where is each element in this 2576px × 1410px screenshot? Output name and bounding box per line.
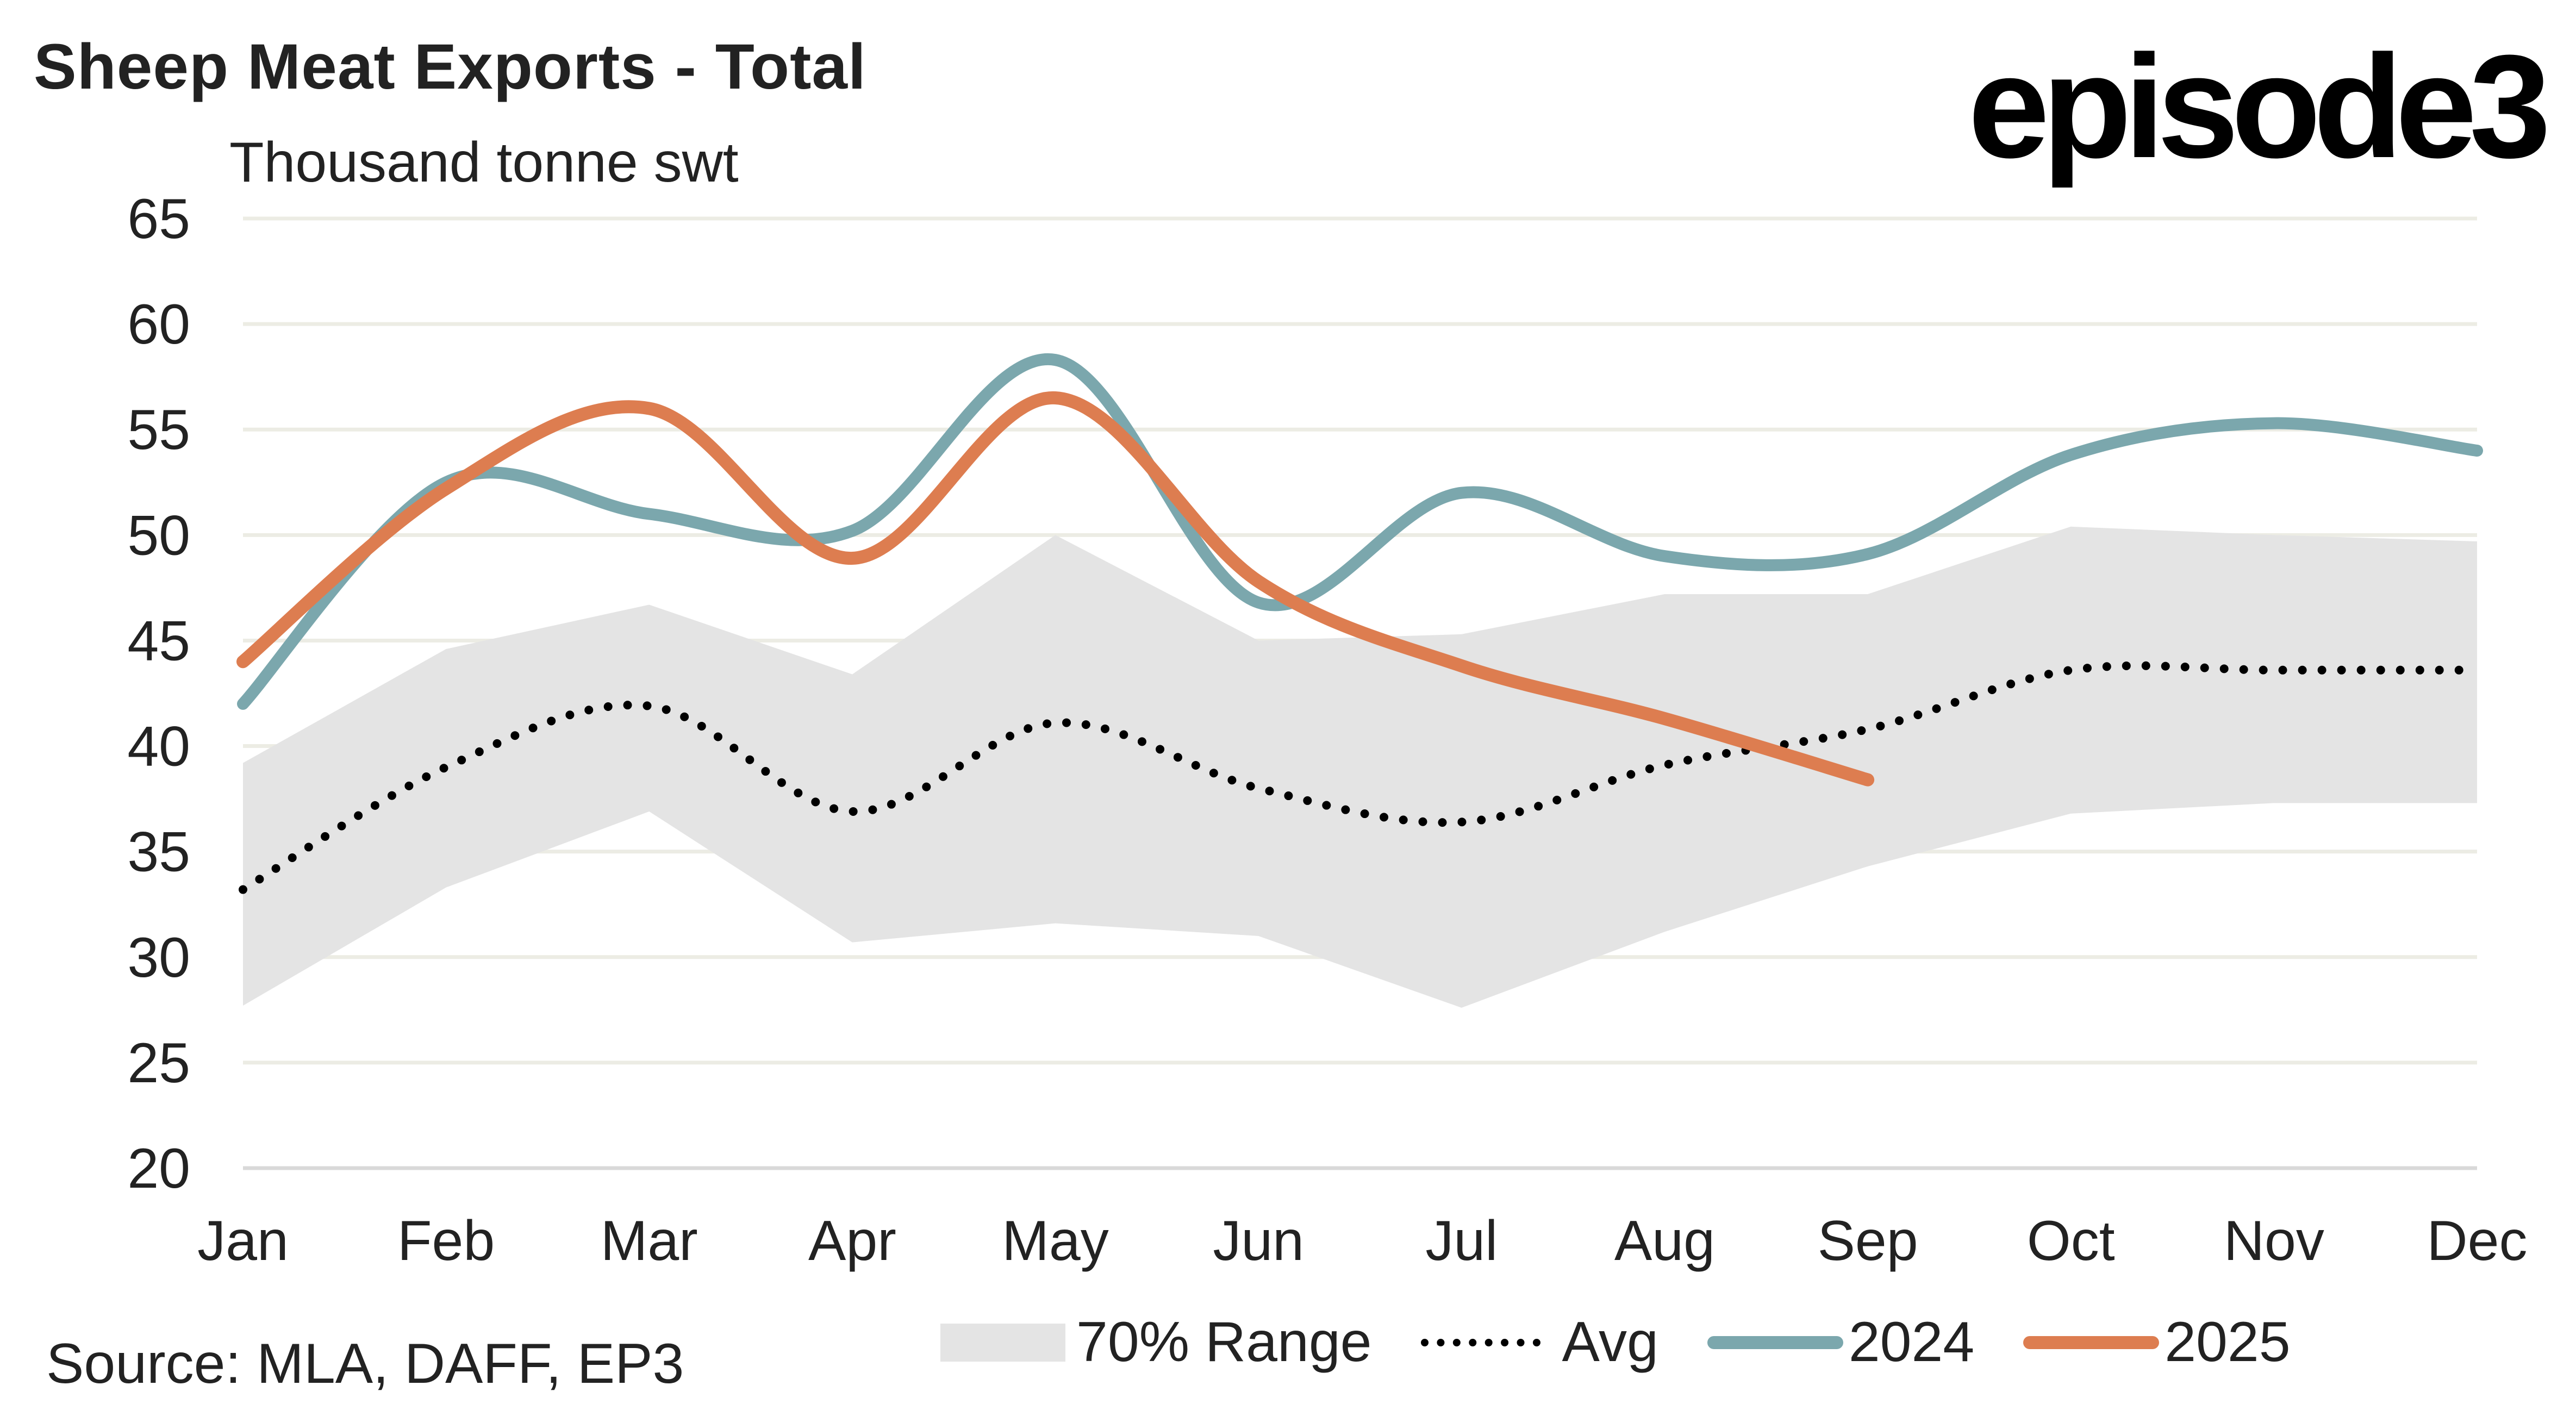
y-tick-label: 60: [127, 293, 190, 356]
x-tick-label: Nov: [2224, 1209, 2324, 1272]
legend-item-avg: Avg: [1420, 1310, 1658, 1375]
y-tick-label: 25: [127, 1032, 190, 1095]
x-tick-label: Mar: [601, 1209, 698, 1272]
legend-label: 2025: [2165, 1311, 2291, 1374]
legend-item-range: 70% Range: [940, 1310, 1372, 1375]
range-area: [243, 526, 2477, 1008]
legend: 70% Range Avg 2024 2025: [940, 1310, 2340, 1375]
legend-swatch-2024: [1707, 1336, 1843, 1349]
x-tick-label: Jun: [1213, 1209, 1304, 1272]
x-tick-label: Aug: [1614, 1209, 1715, 1272]
x-tick-label: Dec: [2427, 1209, 2528, 1272]
x-tick-label: Apr: [808, 1209, 896, 1272]
x-tick-label: Jul: [1425, 1209, 1498, 1272]
legend-item-2025: 2025: [2023, 1310, 2291, 1375]
y-tick-label: 65: [127, 188, 190, 251]
y-tick-label: 45: [127, 609, 190, 672]
x-tick-label: Jan: [197, 1209, 289, 1272]
x-tick-label: May: [1002, 1209, 1108, 1272]
source-note: Source: MLA, DAFF, EP3: [46, 1332, 684, 1395]
legend-label: Avg: [1562, 1311, 1658, 1374]
y-tick-label: 35: [127, 821, 190, 884]
x-tick-label: Feb: [397, 1209, 495, 1272]
series-line-2025: [236, 391, 1875, 787]
x-tick-label: Sep: [1818, 1209, 1918, 1272]
y-tick-label: 30: [127, 926, 190, 989]
legend-item-2024: 2024: [1707, 1310, 1974, 1375]
series-line-2024: [237, 353, 2483, 710]
series-line-avg: [239, 661, 2481, 894]
y-tick-label: 20: [127, 1137, 190, 1200]
episode3-logo: episode3: [1968, 25, 2551, 189]
y-tick-label: 40: [127, 715, 190, 778]
y-tick-label: 50: [127, 504, 190, 567]
legend-swatch-range: [940, 1323, 1065, 1362]
y-axis-unit-label: Thousand tonne swt: [229, 131, 739, 194]
x-tick-label: Oct: [2027, 1209, 2115, 1272]
legend-swatch-avg: [1420, 1338, 1540, 1346]
legend-label: 70% Range: [1076, 1311, 1372, 1374]
y-tick-label: 55: [127, 398, 190, 461]
chart-title: Sheep Meat Exports - Total: [34, 31, 866, 103]
legend-label: 2024: [1848, 1311, 1975, 1374]
legend-swatch-2025: [2023, 1336, 2160, 1349]
